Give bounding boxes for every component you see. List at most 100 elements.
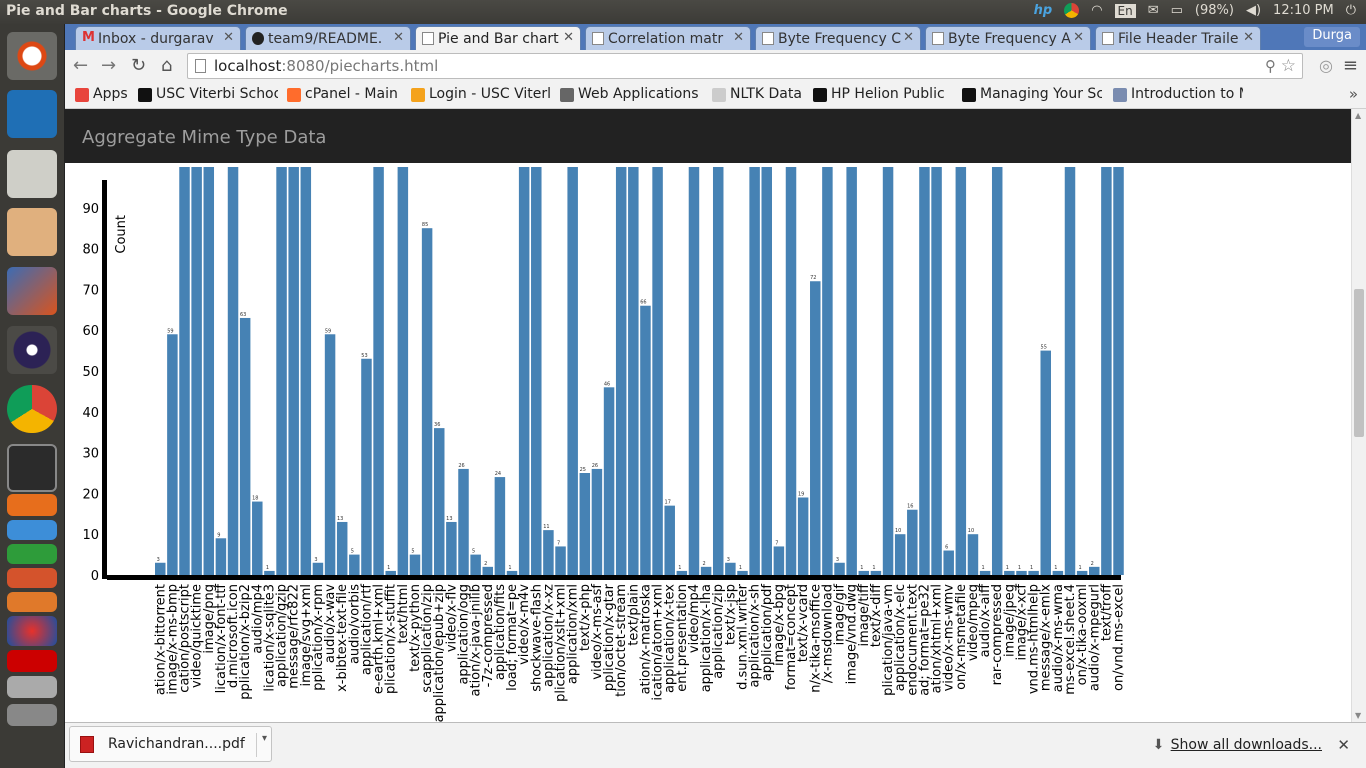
cnn-icon[interactable] — [7, 650, 57, 672]
eclipse-icon[interactable] — [7, 326, 57, 374]
chrome-menu-icon[interactable]: ≡ — [1342, 55, 1358, 76]
volume-icon[interactable]: ◀) — [1245, 3, 1262, 18]
bookmark-item[interactable]: Introduction to M — [1113, 86, 1243, 102]
battery-icon[interactable]: ▭ — [1170, 3, 1183, 18]
reload-icon[interactable]: ↻ — [131, 55, 147, 76]
tab-6[interactable]: File Header Traile ✕ — [1095, 26, 1261, 50]
bar-data-label: 1 — [1054, 565, 1057, 571]
page-header: Aggregate Mime Type Data — [65, 109, 1351, 163]
x-tick-label: image/tiff — [857, 583, 872, 647]
back-arrow-icon[interactable]: ← — [73, 55, 89, 76]
y-tick-label: 60 — [82, 324, 99, 339]
vertical-scrollbar[interactable]: ▲ ▼ — [1351, 109, 1366, 722]
download-menu-chevron-icon[interactable]: ▾ — [255, 733, 267, 757]
bookmark-item[interactable]: Login - USC Viterl — [411, 86, 551, 102]
scroll-down-arrow-icon[interactable]: ▼ — [1355, 711, 1362, 720]
bookmark-item[interactable]: HP Helion Public — [813, 86, 953, 102]
lyx-icon[interactable] — [7, 90, 57, 138]
bar-data-label: 53 — [361, 353, 367, 359]
bar-data-label: 10 — [895, 528, 901, 534]
bar-data-label: 3 — [727, 557, 730, 563]
x-tick-label: -7z-compressed — [481, 584, 496, 687]
x-tick-label: application/x-lha — [699, 584, 714, 692]
impress-icon[interactable] — [7, 568, 57, 588]
bookmark-item[interactable]: Web Applications — [560, 86, 702, 102]
audio-icon[interactable] — [7, 616, 57, 646]
bookmark-favicon-icon — [560, 88, 574, 102]
bookmark-item[interactable]: NLTK Data — [712, 86, 804, 102]
x-tick-label: application/gzip — [275, 584, 290, 687]
tab-label: Byte Frequency C — [778, 31, 901, 47]
software-center-icon[interactable] — [7, 592, 57, 612]
download-item[interactable]: Ravichandran....pdf ▾ — [69, 726, 272, 762]
files-icon-2[interactable] — [7, 208, 57, 256]
profile-button[interactable]: Durga — [1304, 27, 1360, 47]
tab-1[interactable]: team9/README. ✕ — [245, 26, 411, 50]
bar — [628, 167, 639, 575]
firefox-icon[interactable] — [7, 494, 57, 516]
bar — [518, 167, 530, 575]
browser-window: M Inbox - durgarav ✕ team9/README. ✕ Pie and … — [65, 24, 1366, 768]
scrollbar-thumb[interactable] — [1354, 289, 1364, 437]
bar-data-label: 1 — [860, 565, 863, 571]
terminal-icon[interactable] — [7, 444, 57, 492]
tab-close-icon[interactable]: ✕ — [1243, 30, 1254, 45]
bar-data-label: 55 — [1041, 345, 1047, 351]
bookmark-item[interactable]: cPanel - Main — [287, 86, 402, 102]
battery-percent[interactable]: (98%) — [1194, 3, 1234, 18]
bar-data-label: 59 — [325, 328, 331, 334]
drive-icon[interactable] — [7, 676, 57, 698]
language-indicator[interactable]: En — [1114, 3, 1136, 18]
bar — [433, 428, 445, 575]
bookmarks-overflow[interactable]: » — [1348, 85, 1358, 103]
extension-icon[interactable]: ◎ — [1319, 56, 1333, 75]
clock[interactable]: 12:10 PM — [1273, 3, 1334, 18]
wifi-icon[interactable]: ◠ — [1091, 3, 1103, 18]
power-icon[interactable]: ⏻ — [1345, 3, 1356, 18]
bar — [1089, 566, 1100, 575]
tab-close-icon[interactable]: ✕ — [733, 30, 744, 45]
bar — [239, 317, 251, 575]
bar — [967, 534, 979, 575]
files-icon[interactable] — [7, 150, 57, 198]
home-icon[interactable]: ⌂ — [161, 55, 173, 76]
trash-icon[interactable] — [7, 704, 57, 726]
x-tick-label: shockwave-flash — [529, 584, 544, 692]
show-all-downloads-link[interactable]: ⬇ Show all downloads... — [1153, 737, 1322, 753]
tab-2[interactable]: Pie and Bar chart ✕ — [415, 26, 581, 50]
close-downloads-icon[interactable]: ✕ — [1337, 736, 1350, 754]
unity-launcher — [0, 24, 65, 768]
bookmark-item[interactable]: Managing Your Sc — [962, 86, 1102, 102]
tab-close-icon[interactable]: ✕ — [1073, 30, 1084, 45]
tab-close-icon[interactable]: ✕ — [903, 30, 914, 45]
zoom-icon[interactable]: ⚲ — [1265, 57, 1276, 75]
bookmark-star-icon[interactable]: ☆ — [1280, 56, 1296, 76]
hp-icon[interactable]: hp — [1033, 3, 1053, 18]
x-tick-label: message/x-emlx — [1039, 584, 1054, 691]
tab-5[interactable]: Byte Frequency A ✕ — [925, 26, 1091, 50]
tab-3[interactable]: Correlation matr ✕ — [585, 26, 751, 50]
tab-close-icon[interactable]: ✕ — [223, 30, 234, 45]
mail-icon[interactable]: ✉ — [1147, 3, 1159, 18]
x-tick-label: ent.presentation — [675, 584, 690, 692]
bookmark-label: Apps — [93, 86, 128, 102]
chrome-tray-icon[interactable] — [1064, 3, 1080, 18]
chrome-launcher-icon[interactable] — [7, 385, 57, 433]
calc-icon[interactable] — [7, 544, 57, 564]
scroll-up-arrow-icon[interactable]: ▲ — [1355, 111, 1362, 120]
ubuntu-dash-icon[interactable] — [7, 32, 57, 80]
libreoffice-icon[interactable] — [7, 520, 57, 540]
bar-data-label: 18 — [252, 496, 258, 502]
address-bar[interactable]: localhost:8080/piecharts.html ⚲ ☆ — [187, 53, 1303, 79]
tab-close-icon[interactable]: ✕ — [393, 30, 404, 45]
x-tick-label: pplication/x-bzip2 — [238, 584, 253, 700]
tab-close-icon[interactable]: ✕ — [563, 30, 574, 45]
x-tick-label: application/ogg — [457, 584, 472, 685]
tab-4[interactable]: Byte Frequency C ✕ — [755, 26, 921, 50]
bar — [397, 167, 409, 575]
bookmark-item[interactable]: USC Viterbi Schoo — [138, 86, 278, 102]
bookmark-item[interactable]: Apps — [75, 86, 133, 102]
forward-arrow-icon[interactable]: → — [101, 55, 117, 76]
matlab-icon[interactable] — [7, 267, 57, 315]
tab-0[interactable]: M Inbox - durgarav ✕ — [75, 26, 241, 50]
